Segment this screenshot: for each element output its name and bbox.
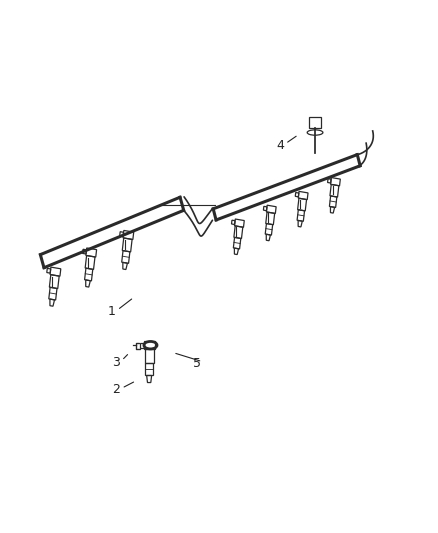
Text: 4: 4 (276, 139, 284, 152)
Text: 3: 3 (113, 356, 120, 369)
Text: 5: 5 (193, 357, 201, 370)
Bar (309, 117, 321, 128)
Text: 1: 1 (108, 305, 116, 318)
Text: 2: 2 (113, 383, 120, 397)
